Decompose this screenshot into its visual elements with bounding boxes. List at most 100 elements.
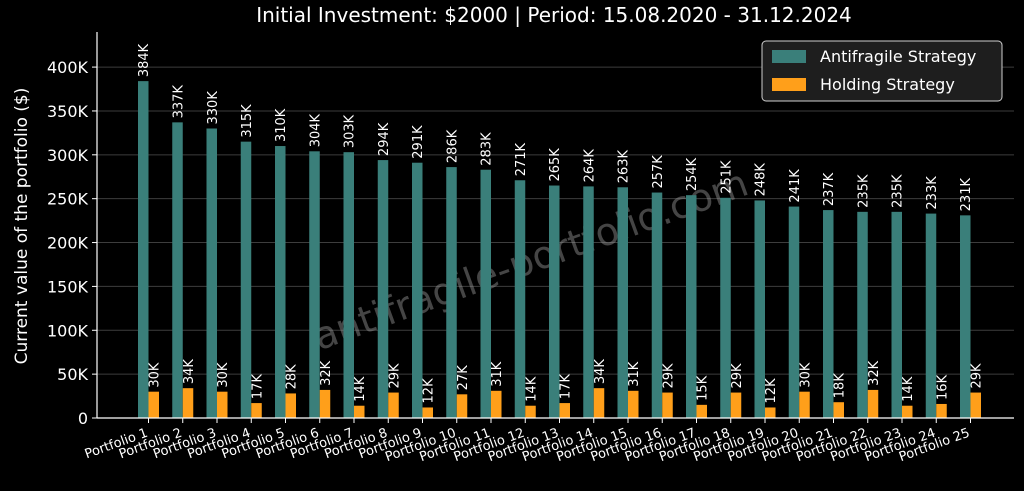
- data-label-holding: 29K: [388, 363, 403, 389]
- bar-holding: [593, 388, 605, 418]
- bar-antifragile: [206, 128, 217, 418]
- bar-holding: [696, 404, 707, 418]
- data-label-holding: 32K: [319, 360, 334, 386]
- bar-holding: [867, 389, 879, 418]
- data-label-holding: 28K: [285, 364, 300, 390]
- data-label-antifragile: 303K: [343, 114, 358, 148]
- bar-antifragile: [309, 151, 320, 419]
- bar-holding: [628, 390, 639, 418]
- data-label-holding: 18K: [833, 373, 848, 399]
- data-label-antifragile: 283K: [480, 132, 495, 166]
- data-label-antifragile: 233K: [925, 176, 940, 210]
- data-label-holding: 14K: [525, 376, 540, 402]
- data-label-holding: 29K: [662, 363, 677, 389]
- bar-antifragile: [549, 185, 560, 418]
- data-label-holding: 34K: [182, 359, 197, 385]
- legend-swatch: [772, 78, 806, 91]
- bar-holding: [319, 389, 331, 418]
- data-label-antifragile: 254K: [685, 157, 700, 191]
- bar-antifragile: [172, 122, 183, 418]
- bar-holding: [730, 392, 742, 418]
- data-label-antifragile: 235K: [891, 174, 906, 208]
- data-label-antifragile: 248K: [754, 163, 769, 197]
- bar-holding: [217, 391, 228, 418]
- bar-antifragile: [651, 192, 663, 418]
- bar-holding: [456, 394, 468, 418]
- data-label-holding: 17K: [251, 374, 266, 400]
- data-label-holding: 14K: [353, 376, 368, 402]
- data-label-antifragile: 235K: [857, 174, 872, 208]
- y-tick-label: 350K: [47, 102, 89, 121]
- data-label-antifragile: 294K: [377, 122, 392, 156]
- y-tick-label: 150K: [47, 277, 89, 296]
- bar-antifragile: [891, 211, 902, 418]
- data-label-holding: 29K: [730, 363, 745, 389]
- axes: 050K100K150K200K250K300K350K400KPortfoli…: [47, 32, 1014, 465]
- data-label-holding: 34K: [593, 359, 608, 385]
- bar-antifragile: [514, 180, 526, 418]
- bar-antifragile: [686, 195, 697, 418]
- data-label-holding: 17K: [559, 374, 574, 400]
- bar-antifragile: [343, 152, 354, 418]
- bar-antifragile: [788, 206, 800, 418]
- bar-antifragile: [275, 146, 286, 418]
- bar-antifragile: [617, 187, 628, 418]
- data-label-holding: 29K: [970, 363, 985, 389]
- data-label-holding: 14K: [901, 376, 916, 402]
- data-label-holding: 12K: [764, 378, 779, 404]
- bar-antifragile: [412, 162, 423, 418]
- chart-title: Initial Investment: $2000 | Period: 15.0…: [256, 3, 852, 27]
- legend-swatch: [772, 50, 806, 63]
- data-label-antifragile: 251K: [720, 160, 735, 194]
- bar-antifragile: [240, 141, 252, 418]
- data-label-holding: 31K: [627, 361, 642, 387]
- data-label-antifragile: 257K: [651, 155, 666, 189]
- bar-holding: [799, 391, 810, 418]
- bar-holding: [525, 405, 536, 418]
- bar-antifragile: [925, 213, 937, 418]
- data-label-antifragile: 310K: [274, 108, 289, 142]
- bar-holding: [970, 392, 981, 418]
- bars: [138, 81, 981, 419]
- bar-holding: [936, 403, 947, 418]
- data-label-antifragile: 237K: [822, 172, 837, 206]
- y-tick-label: 200K: [47, 234, 89, 253]
- y-tick-label: 0: [78, 409, 88, 428]
- bar-holding: [148, 391, 159, 418]
- data-label-antifragile: 330K: [206, 91, 221, 125]
- y-axis-title: Current value of the portfolio ($): [12, 88, 32, 365]
- y-tick-label: 250K: [47, 190, 89, 209]
- bar-antifragile: [138, 81, 149, 419]
- data-labels: 384K 30K 337K 34K 330K 30K 315K 17K 310K 28K 304K 3…: [137, 43, 985, 403]
- legend-label: Holding Strategy: [820, 75, 955, 94]
- bar-holding: [765, 407, 776, 418]
- data-label-holding: 16K: [936, 374, 951, 400]
- data-label-holding: 30K: [216, 362, 231, 388]
- data-label-antifragile: 231K: [959, 178, 974, 212]
- bar-antifragile: [960, 215, 971, 418]
- bar-holding: [251, 403, 262, 418]
- data-label-holding: 30K: [799, 362, 814, 388]
- data-label-holding: 30K: [148, 362, 163, 388]
- bar-holding: [662, 392, 673, 418]
- bar-holding: [354, 405, 365, 418]
- data-label-antifragile: 265K: [548, 148, 563, 182]
- bar-holding: [388, 392, 399, 418]
- data-label-holding: 15K: [696, 375, 711, 401]
- data-label-antifragile: 264K: [583, 149, 598, 183]
- data-label-antifragile: 337K: [172, 85, 187, 119]
- y-tick-label: 50K: [57, 365, 88, 384]
- data-label-antifragile: 241K: [788, 169, 803, 203]
- bar-antifragile: [720, 197, 731, 418]
- bar-antifragile: [754, 200, 765, 418]
- legend: Antifragile Strategy Holding Strategy: [761, 40, 1003, 102]
- data-label-holding: 12K: [422, 378, 437, 404]
- bar-holding: [833, 402, 844, 418]
- data-label-antifragile: 291K: [411, 125, 426, 159]
- data-label-antifragile: 315K: [240, 104, 255, 138]
- data-label-antifragile: 271K: [514, 142, 529, 176]
- data-label-antifragile: 384K: [137, 43, 152, 77]
- bar-antifragile: [377, 160, 389, 418]
- data-label-antifragile: 304K: [309, 113, 324, 147]
